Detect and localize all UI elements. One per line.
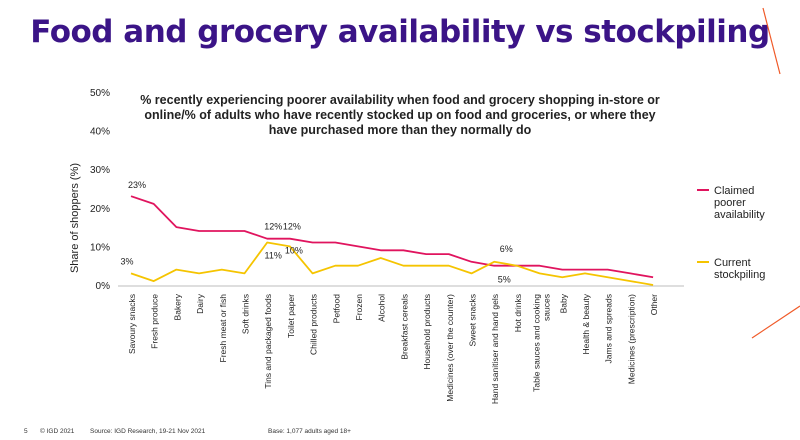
data-label: 12% (264, 222, 282, 232)
legend-label-line: Current (714, 257, 751, 269)
data-label: 3% (120, 256, 133, 266)
x-tick-label: Health & beauty (581, 293, 591, 354)
y-tick-label: 20% (90, 204, 110, 215)
data-label: 6% (500, 244, 513, 254)
y-tick-label: 40% (90, 127, 110, 138)
slide-number: 5 (24, 428, 28, 435)
x-tick-label: Frozen (354, 294, 364, 321)
x-tick-label: Household products (422, 294, 432, 370)
x-tick-label: Alcohol (377, 294, 387, 322)
y-axis-label: Share of shoppers (%) (69, 163, 81, 273)
source-note: Source: IGD Research, 19-21 Nov 2021 (90, 428, 206, 435)
x-tick-label: Tins and packaged foods (263, 294, 273, 389)
x-tick-label: Soft drinks (241, 294, 251, 334)
x-tick-label: Fresh produce (150, 294, 160, 349)
data-label: 12% (283, 222, 301, 232)
x-tick-label: Fresh meat or fish (218, 294, 228, 363)
x-tick-label: Dairy (195, 293, 205, 314)
legend-label-claimed: Claimed poorer availability (714, 185, 765, 221)
x-tick-label: Medicines (prescription) (626, 294, 636, 384)
data-label: 23% (128, 180, 146, 190)
x-tick-label: Sweet snacks (468, 294, 478, 346)
x-tick-label: Bakery (172, 293, 182, 320)
y-tick-label: 30% (90, 165, 110, 176)
y-axis: 0% 10% 20% 30% 40% 50% (90, 88, 110, 292)
copyright: © IGD 2021 (40, 428, 75, 435)
legend-label-line: stockpiling (714, 269, 765, 281)
x-tick-label: Petfood (331, 294, 341, 324)
data-labels: 23% 3% 12% 11% 12% 10% 6% 5% (120, 180, 512, 284)
chart-title: Food and grocery availability vs stockpi… (30, 14, 770, 50)
series-lines (130, 195, 654, 286)
data-label: 5% (498, 275, 511, 285)
base-note: Base: 1,077 adults aged 18+ (268, 428, 351, 435)
y-tick-label: 50% (90, 88, 110, 99)
claimed-availability-line (130, 195, 654, 279)
x-tick-label: Baby (558, 293, 568, 313)
legend-label-line: Claimed (714, 185, 754, 197)
x-tick-label: Medicines (over the counter) (445, 294, 455, 402)
stockpiling-line (130, 241, 654, 286)
x-tick-label: Savoury snacks (127, 294, 137, 354)
x-tick-label: Breakfast cereals (399, 294, 409, 360)
x-tick-label: Hot drinks (513, 294, 523, 332)
x-tick-label-line: Table sauces and cooking (532, 294, 542, 392)
legend-label-line: availability (714, 209, 765, 221)
x-tick-label: Chilled products (309, 294, 319, 355)
legend-label-stockpiling: Current stockpiling (714, 257, 765, 281)
x-tick-label-line: sauces (542, 294, 552, 321)
data-label: 11% (265, 251, 282, 261)
y-tick-label: 0% (96, 281, 111, 292)
y-tick-label: 10% (90, 242, 110, 253)
legend: Claimed poorer availability Current stockpil… (697, 185, 765, 281)
x-tick-label: Hand sanitiser and hand gels (490, 294, 500, 404)
x-tick-label: Other (649, 294, 659, 315)
data-label: 10% (285, 245, 303, 255)
legend-label-line: poorer (714, 197, 746, 209)
x-axis: Savoury snacks Fresh produce Bakery Dairy Fr… (118, 285, 684, 404)
x-tick-label: Table sauces and cookingsauces (532, 294, 552, 392)
x-tick-label: Toilet paper (286, 294, 296, 338)
chart-subtitle: % recently experiencing poorer availabil… (140, 93, 660, 137)
x-tick-label: Jams and spreads (604, 294, 614, 363)
